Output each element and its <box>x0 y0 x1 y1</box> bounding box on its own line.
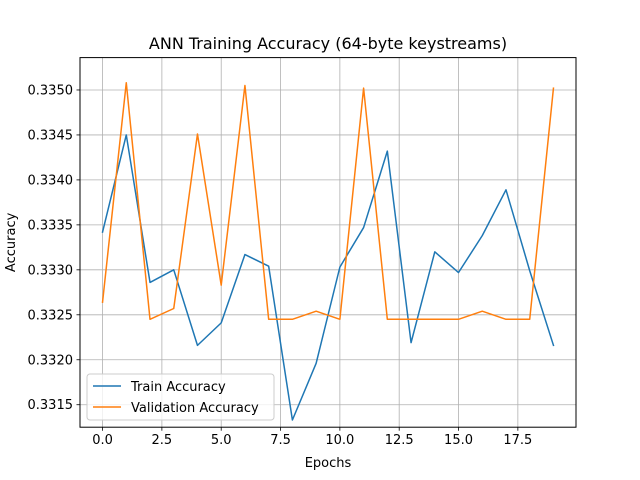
legend-box <box>86 373 275 421</box>
data-point-validation <box>196 133 199 136</box>
data-point-validation <box>220 284 223 287</box>
y-axis-label: Accuracy <box>4 212 19 272</box>
data-point-train <box>220 321 223 324</box>
plot-frame <box>79 57 577 428</box>
data-point-train <box>386 150 389 153</box>
x-tick-label: 7.5 <box>270 433 291 448</box>
data-point-validation <box>457 318 460 321</box>
data-point-validation <box>552 87 555 90</box>
data-point-validation <box>101 301 104 304</box>
data-point-validation <box>481 310 484 313</box>
legend: Train Accuracy Validation Accuracy <box>86 373 275 421</box>
data-point-train <box>504 188 507 191</box>
data-point-validation <box>410 318 413 321</box>
data-point-train <box>410 341 413 344</box>
y-tick-label: 0.3315 <box>28 398 74 413</box>
data-point-train <box>315 362 318 365</box>
data-point-validation <box>504 318 507 321</box>
data-point-validation <box>528 318 531 321</box>
data-point-validation <box>172 307 175 310</box>
data-point-validation <box>291 318 294 321</box>
data-point-train <box>528 269 531 272</box>
x-tick-label: 12.5 <box>385 433 414 448</box>
x-tick-label: 15.0 <box>444 433 473 448</box>
data-point-validation <box>125 81 128 84</box>
y-tick-label: 0.3345 <box>28 128 74 143</box>
x-axis-label: Epochs <box>305 456 352 471</box>
data-point-train <box>291 419 294 422</box>
y-tick-label: 0.3320 <box>28 353 74 368</box>
series-line-validation <box>101 82 555 321</box>
y-tick-label: 0.3330 <box>28 263 74 278</box>
data-point-train <box>338 266 341 269</box>
data-point-validation <box>433 318 436 321</box>
x-tick-label: 0.0 <box>92 433 113 448</box>
y-tick-label: 0.3350 <box>28 83 74 98</box>
data-point-train <box>149 281 152 284</box>
legend-label-validation: Validation Accuracy <box>131 401 259 416</box>
data-point-train <box>196 344 199 347</box>
y-tick-label: 0.3325 <box>28 308 74 323</box>
legend-label-train: Train Accuracy <box>130 380 226 395</box>
y-tick-label: 0.3340 <box>28 173 74 188</box>
data-point-validation <box>149 318 152 321</box>
series-layer <box>101 81 555 422</box>
data-point-train <box>552 344 555 347</box>
x-tick-label: 17.5 <box>503 433 532 448</box>
data-point-train <box>172 268 175 271</box>
data-point-train <box>457 271 460 274</box>
data-point-validation <box>243 84 246 87</box>
data-point-train <box>125 133 128 136</box>
data-point-train <box>267 265 270 268</box>
data-point-validation <box>362 87 365 90</box>
tick-layer: 0.0 2.5 5.0 7.5 10.0 12.5 15.0 17.5 0.3315 0.3320… <box>28 83 533 448</box>
data-point-train <box>481 234 484 237</box>
data-point-train <box>243 253 246 256</box>
data-point-validation <box>267 318 270 321</box>
data-point-train <box>101 231 104 234</box>
x-tick-label: 5.0 <box>211 433 232 448</box>
data-point-train <box>362 226 365 229</box>
data-point-validation <box>315 310 318 313</box>
data-point-validation <box>386 318 389 321</box>
chart-title: ANN Training Accuracy (64-byte keystream… <box>149 34 507 53</box>
x-tick-label: 10.0 <box>325 433 354 448</box>
data-point-train <box>433 250 436 253</box>
x-tick-label: 2.5 <box>152 433 173 448</box>
y-tick-label: 0.3335 <box>28 218 74 233</box>
data-point-validation <box>338 318 341 321</box>
